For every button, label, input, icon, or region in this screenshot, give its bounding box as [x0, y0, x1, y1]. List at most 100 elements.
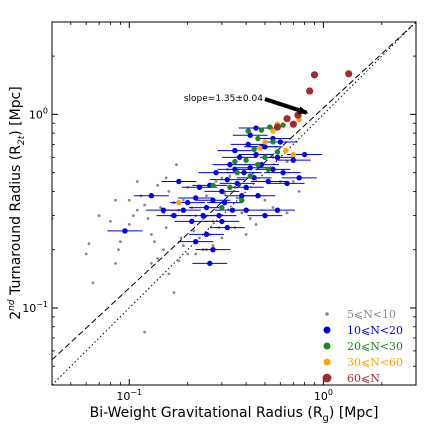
data-point: [143, 330, 147, 334]
data-point: [257, 145, 263, 151]
data-point: [232, 158, 238, 165]
data-point: [205, 194, 208, 198]
data-point: [262, 212, 268, 219]
data-point: [262, 139, 268, 145]
data-point: [245, 128, 251, 134]
data-point: [301, 151, 308, 158]
data-point: [239, 197, 245, 203]
data-point: [213, 169, 219, 176]
data-point: [162, 248, 165, 252]
data-point: [135, 208, 139, 212]
y-axis-label-mid: Turnaround Radius (R: [8, 145, 24, 300]
data-point: [220, 236, 224, 240]
data-point: [280, 169, 286, 176]
data-point: [146, 217, 150, 220]
data-point: [210, 182, 216, 189]
data-point: [247, 165, 253, 171]
data-point: [234, 169, 240, 176]
data-point: [284, 180, 290, 187]
data-point: [207, 260, 213, 267]
data-point: [194, 252, 198, 256]
data-point: [214, 180, 218, 183]
data-point: [184, 199, 191, 206]
data-point: [148, 193, 155, 199]
series-4: [176, 116, 302, 206]
data-point: [255, 161, 261, 168]
data-point: [251, 146, 257, 153]
data-point: [247, 132, 253, 138]
data-point: [193, 195, 199, 201]
data-point: [177, 259, 181, 263]
data-point: [176, 178, 182, 185]
data-point: [176, 199, 182, 206]
data-point: [164, 176, 168, 180]
data-point: [171, 212, 177, 219]
x-tick-label: 10−1: [116, 388, 142, 403]
data-point: [156, 183, 160, 187]
data-point: [219, 204, 225, 211]
data-point: [253, 125, 259, 131]
data-point: [274, 207, 281, 213]
data-point: [143, 203, 147, 207]
data-point: [263, 198, 267, 202]
data-point: [122, 228, 128, 234]
data-point: [270, 166, 276, 173]
data-point: [236, 154, 243, 161]
data-point: [160, 207, 167, 213]
data-point: [280, 122, 286, 128]
data-point: [180, 207, 187, 213]
data-point: [285, 211, 289, 215]
data-point: [243, 207, 249, 213]
data-point: [156, 257, 160, 260]
series-3: [210, 122, 286, 211]
legend-marker: [323, 342, 331, 350]
data-point: [232, 147, 238, 154]
data-point: [210, 197, 216, 203]
data-point: [181, 244, 185, 247]
data-point: [277, 139, 284, 145]
data-point: [189, 218, 195, 225]
data-point: [243, 184, 249, 191]
data-point: [291, 180, 295, 183]
data-point: [271, 206, 275, 209]
data-point: [221, 199, 228, 206]
legend-marker: [323, 326, 331, 334]
reference-lines: [52, 22, 416, 385]
x-tick-label: 100: [314, 388, 333, 403]
data-point: [244, 232, 248, 236]
data-point: [297, 190, 301, 193]
data-point: [274, 154, 281, 161]
data-point: [196, 184, 203, 191]
data-point: [234, 180, 240, 187]
data-point: [265, 166, 271, 173]
data-point: [87, 242, 91, 246]
data-point: [270, 128, 276, 134]
data-point: [219, 218, 225, 225]
data-point: [91, 281, 95, 285]
data-point: [181, 198, 185, 202]
data-point: [149, 261, 153, 265]
data-point: [131, 214, 135, 217]
data-point: [127, 198, 131, 202]
legend: 5⩽N<10 10⩽N<20 20⩽N<30 30⩽N<60 60⩽N: [322, 308, 403, 385]
data-point: [175, 163, 178, 167]
data-point: [192, 229, 196, 233]
data-point: [224, 176, 231, 183]
data-point: [84, 252, 88, 256]
data-point: [114, 261, 117, 265]
data-point: [228, 174, 232, 178]
data-point: [296, 175, 302, 181]
data-point: [167, 272, 171, 276]
dashed-reference-line: [52, 22, 416, 361]
data-point: [289, 120, 297, 128]
y-axis-label: 2nd Turnaround Radius (R2t) [Mpc]: [7, 86, 27, 320]
legend-label: 30⩽N<60: [347, 356, 403, 369]
dotted-reference-line: [52, 22, 416, 385]
data-point: [220, 176, 224, 180]
data-point: [255, 135, 261, 142]
data-point: [114, 198, 117, 202]
data-point: [159, 206, 162, 209]
data-point: [210, 246, 216, 253]
data-point: [179, 236, 183, 240]
